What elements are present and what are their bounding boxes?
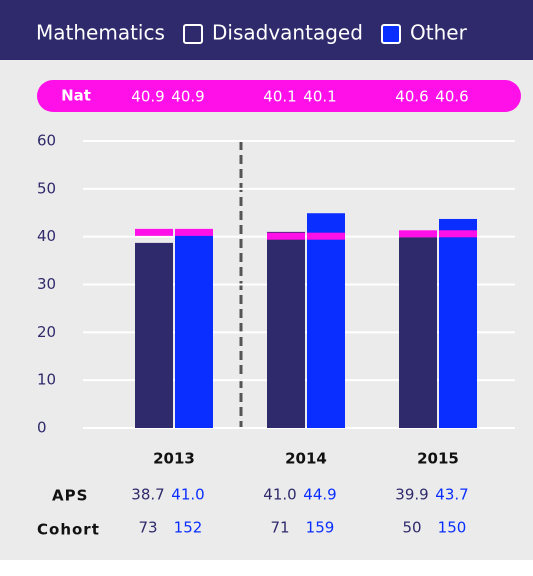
aps-value: 41.0 xyxy=(171,486,204,504)
aps-value: 41.0 xyxy=(263,486,296,504)
nat-marker xyxy=(399,230,437,238)
y-tick-label: 60 xyxy=(37,132,56,150)
y-tick-label: 50 xyxy=(37,179,56,197)
nat-pill xyxy=(37,80,521,112)
cohort-value: 73 xyxy=(138,519,157,537)
y-tick-label: 40 xyxy=(37,227,56,245)
nat-marker xyxy=(267,232,305,240)
nat-label: Nat xyxy=(61,87,91,105)
cohort-value: 152 xyxy=(174,519,203,537)
x-tick-label: 2015 xyxy=(417,450,459,468)
y-tick-label: 30 xyxy=(37,275,56,293)
nat-value: 40.6 xyxy=(435,88,468,106)
x-tick-label: 2014 xyxy=(285,450,327,468)
aps-value: 38.7 xyxy=(131,486,164,504)
nat-marker xyxy=(135,228,173,236)
bar xyxy=(439,218,477,428)
chart-title: Mathematics xyxy=(36,21,165,45)
nat-marker xyxy=(307,232,345,240)
y-tick-label: 0 xyxy=(37,419,47,437)
legend-label: Other xyxy=(410,21,468,45)
legend-swatch xyxy=(381,24,401,44)
nat-value: 40.6 xyxy=(395,88,428,106)
nat-marker xyxy=(175,228,213,236)
cohort-value: 50 xyxy=(402,519,421,537)
header xyxy=(0,0,533,60)
cohort-value: 71 xyxy=(270,519,289,537)
bar xyxy=(135,242,173,428)
x-tick-label: 2013 xyxy=(153,450,195,468)
aps-value: 44.9 xyxy=(303,486,336,504)
cohort-value: 159 xyxy=(306,519,335,537)
row-label: Cohort xyxy=(37,521,100,539)
y-tick-label: 20 xyxy=(37,323,56,341)
bar xyxy=(307,213,345,428)
aps-value: 39.9 xyxy=(395,486,428,504)
row-label: APS xyxy=(52,487,88,505)
cohort-value: 150 xyxy=(438,519,467,537)
nat-value: 40.9 xyxy=(131,88,164,106)
y-tick-label: 10 xyxy=(37,371,56,389)
nat-marker xyxy=(439,230,477,238)
nat-value: 40.1 xyxy=(303,88,336,106)
bar xyxy=(267,231,305,428)
bar xyxy=(175,231,213,428)
aps-value: 43.7 xyxy=(435,486,468,504)
bar xyxy=(399,237,437,428)
nat-value: 40.9 xyxy=(171,88,204,106)
legend-swatch xyxy=(183,24,203,44)
nat-value: 40.1 xyxy=(263,88,296,106)
legend-label: Disadvantaged xyxy=(212,21,363,45)
